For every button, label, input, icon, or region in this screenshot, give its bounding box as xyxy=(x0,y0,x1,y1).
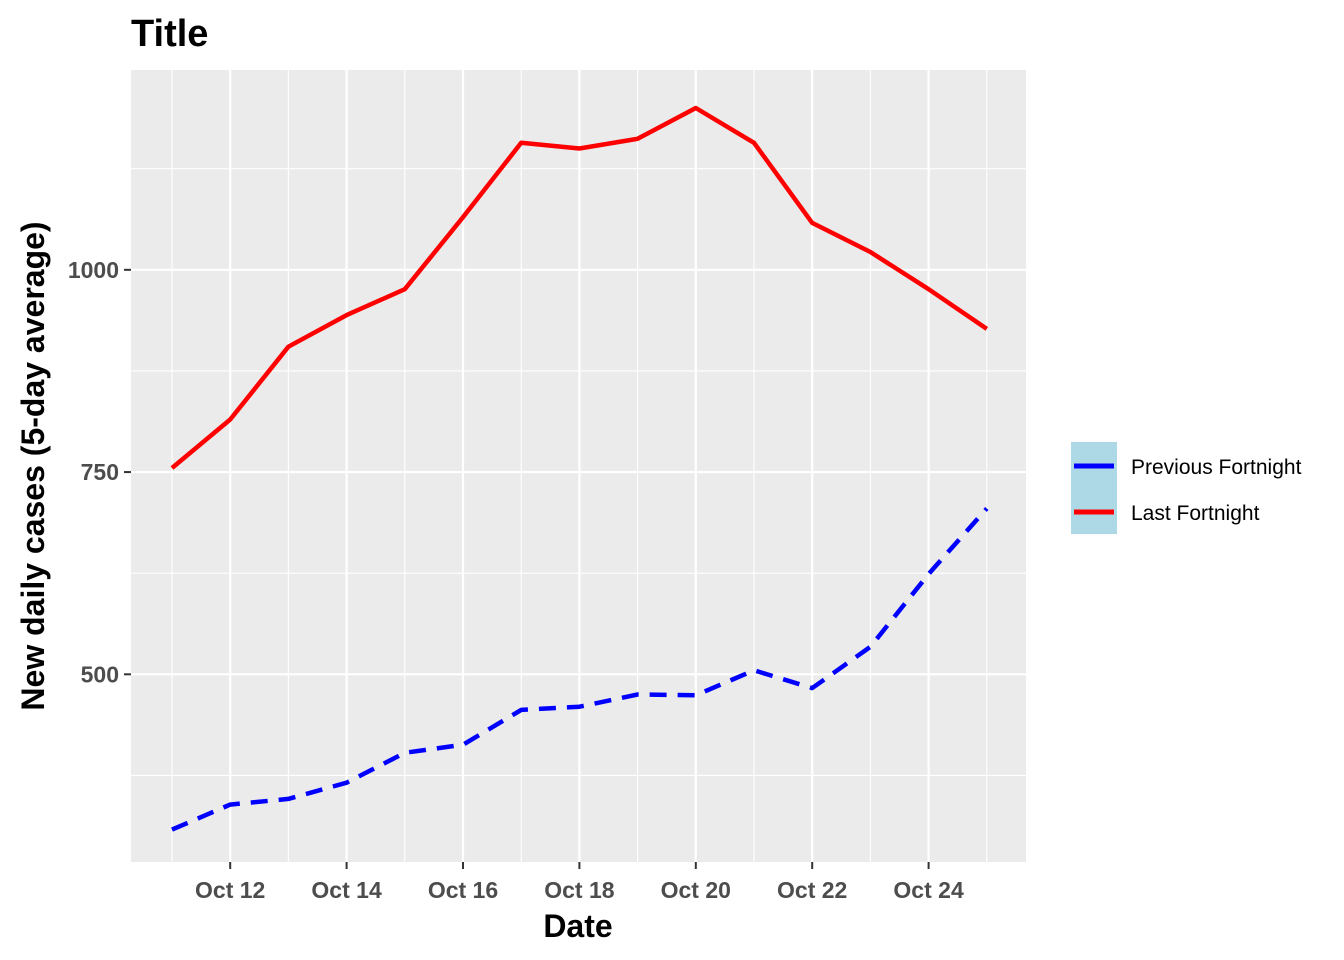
x-tick-label: Oct 20 xyxy=(661,877,731,903)
y-tick-labels: 500 750 1000 xyxy=(68,257,119,687)
x-tick-label: Oct 16 xyxy=(428,877,498,903)
legend-label-previous-fortnight: Previous Fortnight xyxy=(1131,456,1302,479)
y-tick-label: 750 xyxy=(81,459,119,485)
series-line-previous-fortnight xyxy=(171,507,989,832)
legend: Previous Fortnight Last Fortnight xyxy=(1071,442,1302,534)
legend-key-background xyxy=(1071,442,1117,534)
x-tick-label: Oct 18 xyxy=(544,877,615,903)
x-tick-label: Oct 12 xyxy=(195,877,265,903)
series-layer xyxy=(170,105,989,832)
x-tick-label: Oct 24 xyxy=(893,877,964,903)
x-tick-label: Oct 14 xyxy=(311,877,382,903)
series-line-last-fortnight xyxy=(170,105,989,470)
chart-title: Title xyxy=(131,13,208,55)
x-tick-label: Oct 22 xyxy=(777,877,847,903)
y-axis-title: New daily cases (5-day average) xyxy=(15,221,51,710)
grid-major xyxy=(131,70,1026,862)
y-tick-label: 500 xyxy=(81,661,119,687)
legend-label-last-fortnight: Last Fortnight xyxy=(1131,502,1260,525)
y-tick-label: 1000 xyxy=(68,257,119,283)
x-axis-title: Date xyxy=(543,908,612,944)
axis-ticks xyxy=(124,268,930,869)
x-tick-labels: Oct 12 Oct 14 Oct 16 Oct 18 Oct 20 Oct 22 Oct … xyxy=(195,877,964,903)
legend-items: Previous Fortnight Last Fortnight xyxy=(1074,456,1302,525)
